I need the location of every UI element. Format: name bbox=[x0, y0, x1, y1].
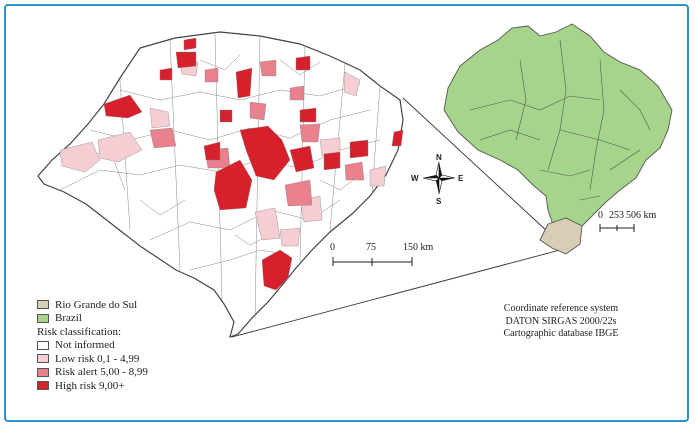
connector-top bbox=[402, 97, 549, 233]
crs-line-1: Coordinate reference system bbox=[503, 303, 619, 314]
legend-classification-title: Risk classification: bbox=[37, 325, 122, 338]
legend-label-rs: Rio Grande do Sul bbox=[55, 298, 138, 311]
connector-bottom bbox=[231, 249, 561, 338]
compass-south-label: S bbox=[436, 197, 442, 206]
legend-label-high-risk: High risk 9,00+ bbox=[55, 379, 125, 392]
brazil-rs-highlight bbox=[539, 217, 583, 255]
legend-item-low-risk: Low risk 0,1 - 4,99 bbox=[37, 352, 148, 365]
brazil-scale-0: 0 bbox=[598, 210, 603, 221]
crs-line-3: Cartographic database IBGE bbox=[503, 328, 619, 339]
rs-scale-150: 150 km bbox=[403, 242, 434, 253]
map-legend: Rio Grande do Sul Brazil Risk classifica… bbox=[37, 298, 148, 392]
compass-east-label: E bbox=[458, 174, 464, 183]
compass-west-label: W bbox=[411, 174, 419, 183]
compass-north-label: N bbox=[436, 153, 442, 162]
legend-swatch-not-informed bbox=[37, 340, 49, 350]
brazil-state-borders bbox=[469, 39, 651, 201]
rs-scale-0: 0 bbox=[330, 242, 335, 253]
rs-scale-bar: 0 75 150 km bbox=[330, 242, 434, 266]
legend-swatch-high-risk bbox=[37, 381, 49, 391]
brazil-scale-253: 253 bbox=[609, 210, 624, 221]
legend-label-not-informed: Not informed bbox=[55, 339, 115, 352]
rs-scale-75: 75 bbox=[366, 242, 376, 253]
legend-label-risk-alert: Risk alert 5,00 - 8,99 bbox=[55, 366, 148, 379]
legend-swatch-rs bbox=[37, 300, 49, 310]
risk-alert-regions bbox=[149, 59, 365, 207]
legend-swatch-risk-alert bbox=[37, 367, 49, 377]
legend-label-low-risk: Low risk 0,1 - 4,99 bbox=[55, 352, 140, 365]
crs-line-2: DATON SIRGAS 2000/22s bbox=[505, 315, 617, 327]
legend-item-brazil: Brazil bbox=[37, 311, 148, 324]
legend-item-risk-alert: Risk alert 5,00 - 8,99 bbox=[37, 366, 148, 379]
compass-rose-icon: N S E W bbox=[411, 153, 464, 206]
legend-swatch-brazil bbox=[37, 313, 49, 323]
brazil-outline bbox=[443, 23, 673, 237]
brazil-scale-506: 506 km bbox=[626, 210, 657, 221]
low-risk-regions bbox=[59, 59, 387, 247]
coordinate-reference-note: Coordinate reference system DATON SIRGAS… bbox=[486, 303, 636, 341]
legend-label-brazil: Brazil bbox=[55, 312, 82, 325]
legend-item-not-informed: Not informed bbox=[37, 339, 148, 352]
rio-grande-do-sul-map bbox=[37, 31, 404, 338]
legend-item-rs: Rio Grande do Sul bbox=[37, 298, 148, 311]
high-risk-regions bbox=[103, 37, 404, 291]
brazil-scale-bar: 0 253 506 km bbox=[598, 210, 657, 232]
brazil-map bbox=[443, 23, 673, 255]
legend-item-high-risk: High risk 9,00+ bbox=[37, 379, 148, 392]
legend-swatch-low-risk bbox=[37, 354, 49, 364]
